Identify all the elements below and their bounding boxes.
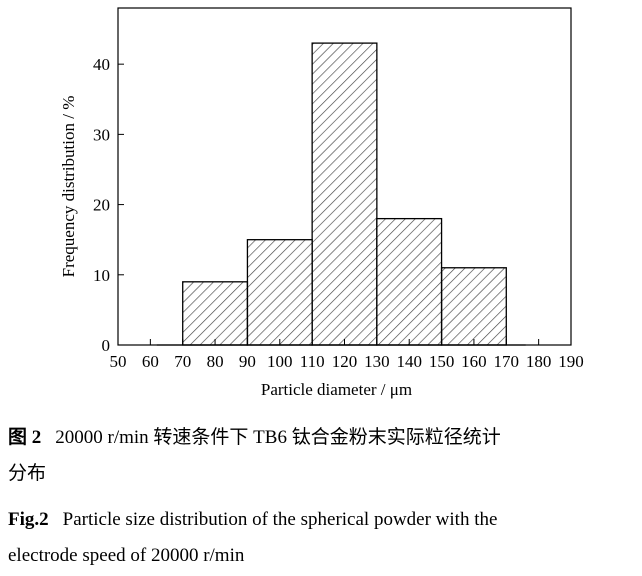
x-tick-label: 130 [364, 352, 390, 371]
histogram-bar-90-110 [246, 239, 313, 346]
x-tick-label: 120 [332, 352, 358, 371]
caption-english-text-line1: Particle size distribution of the spheri… [62, 509, 498, 530]
caption-chinese-label: 图 2 [8, 427, 42, 448]
x-tick-label: 90 [239, 352, 256, 371]
histogram-bar-130-150 [376, 217, 443, 346]
histogram-bar-110-130 [311, 42, 378, 346]
caption-english: Fig.2 Particle size distribution of the s… [8, 502, 638, 574]
bars-layer [182, 42, 507, 346]
y-axis-title: Frequency distribution / % [59, 96, 78, 278]
y-tick-label: 0 [102, 336, 111, 355]
x-tick-label: 70 [174, 352, 191, 371]
ticks-layer: 50 60 70 80 90 100 110 120 130 140 150 160 170 180 190… [93, 55, 584, 371]
x-tick-label: 80 [207, 352, 224, 371]
y-tick-label: 30 [93, 125, 110, 144]
y-tick-label: 40 [93, 55, 110, 74]
x-tick-label: 50 [110, 352, 127, 371]
caption-english-text-line2: electrode speed of 20000 r/min [8, 545, 245, 566]
x-tick-label: 140 [396, 352, 422, 371]
x-tick-label: 170 [494, 352, 520, 371]
x-tick-label: 60 [142, 352, 159, 371]
caption-english-label: Fig.2 [8, 509, 49, 530]
histogram-bar-70-90 [182, 281, 249, 346]
caption-chinese: 图 2 20000 r/min 转速条件下 TB6 钛合金粉末实际粒径统计 分布 [8, 420, 638, 492]
caption-chinese-text-line1: 20000 r/min 转速条件下 TB6 钛合金粉末实际粒径统计 [55, 427, 501, 448]
x-tick-label: 190 [558, 352, 584, 371]
y-tick-label: 20 [93, 196, 110, 215]
histogram-bar-150-170 [440, 267, 507, 346]
x-tick-label: 100 [267, 352, 293, 371]
x-tick-label: 110 [300, 352, 325, 371]
histogram-chart: 50 60 70 80 90 100 110 120 130 140 150 160 170 180 190… [59, 7, 584, 399]
x-tick-label: 160 [461, 352, 487, 371]
x-tick-label: 150 [429, 352, 455, 371]
x-tick-label: 180 [526, 352, 552, 371]
y-tick-label: 10 [93, 266, 110, 285]
caption-chinese-text-line2: 分布 [8, 463, 47, 484]
x-axis-title: Particle diameter / μm [261, 380, 412, 399]
